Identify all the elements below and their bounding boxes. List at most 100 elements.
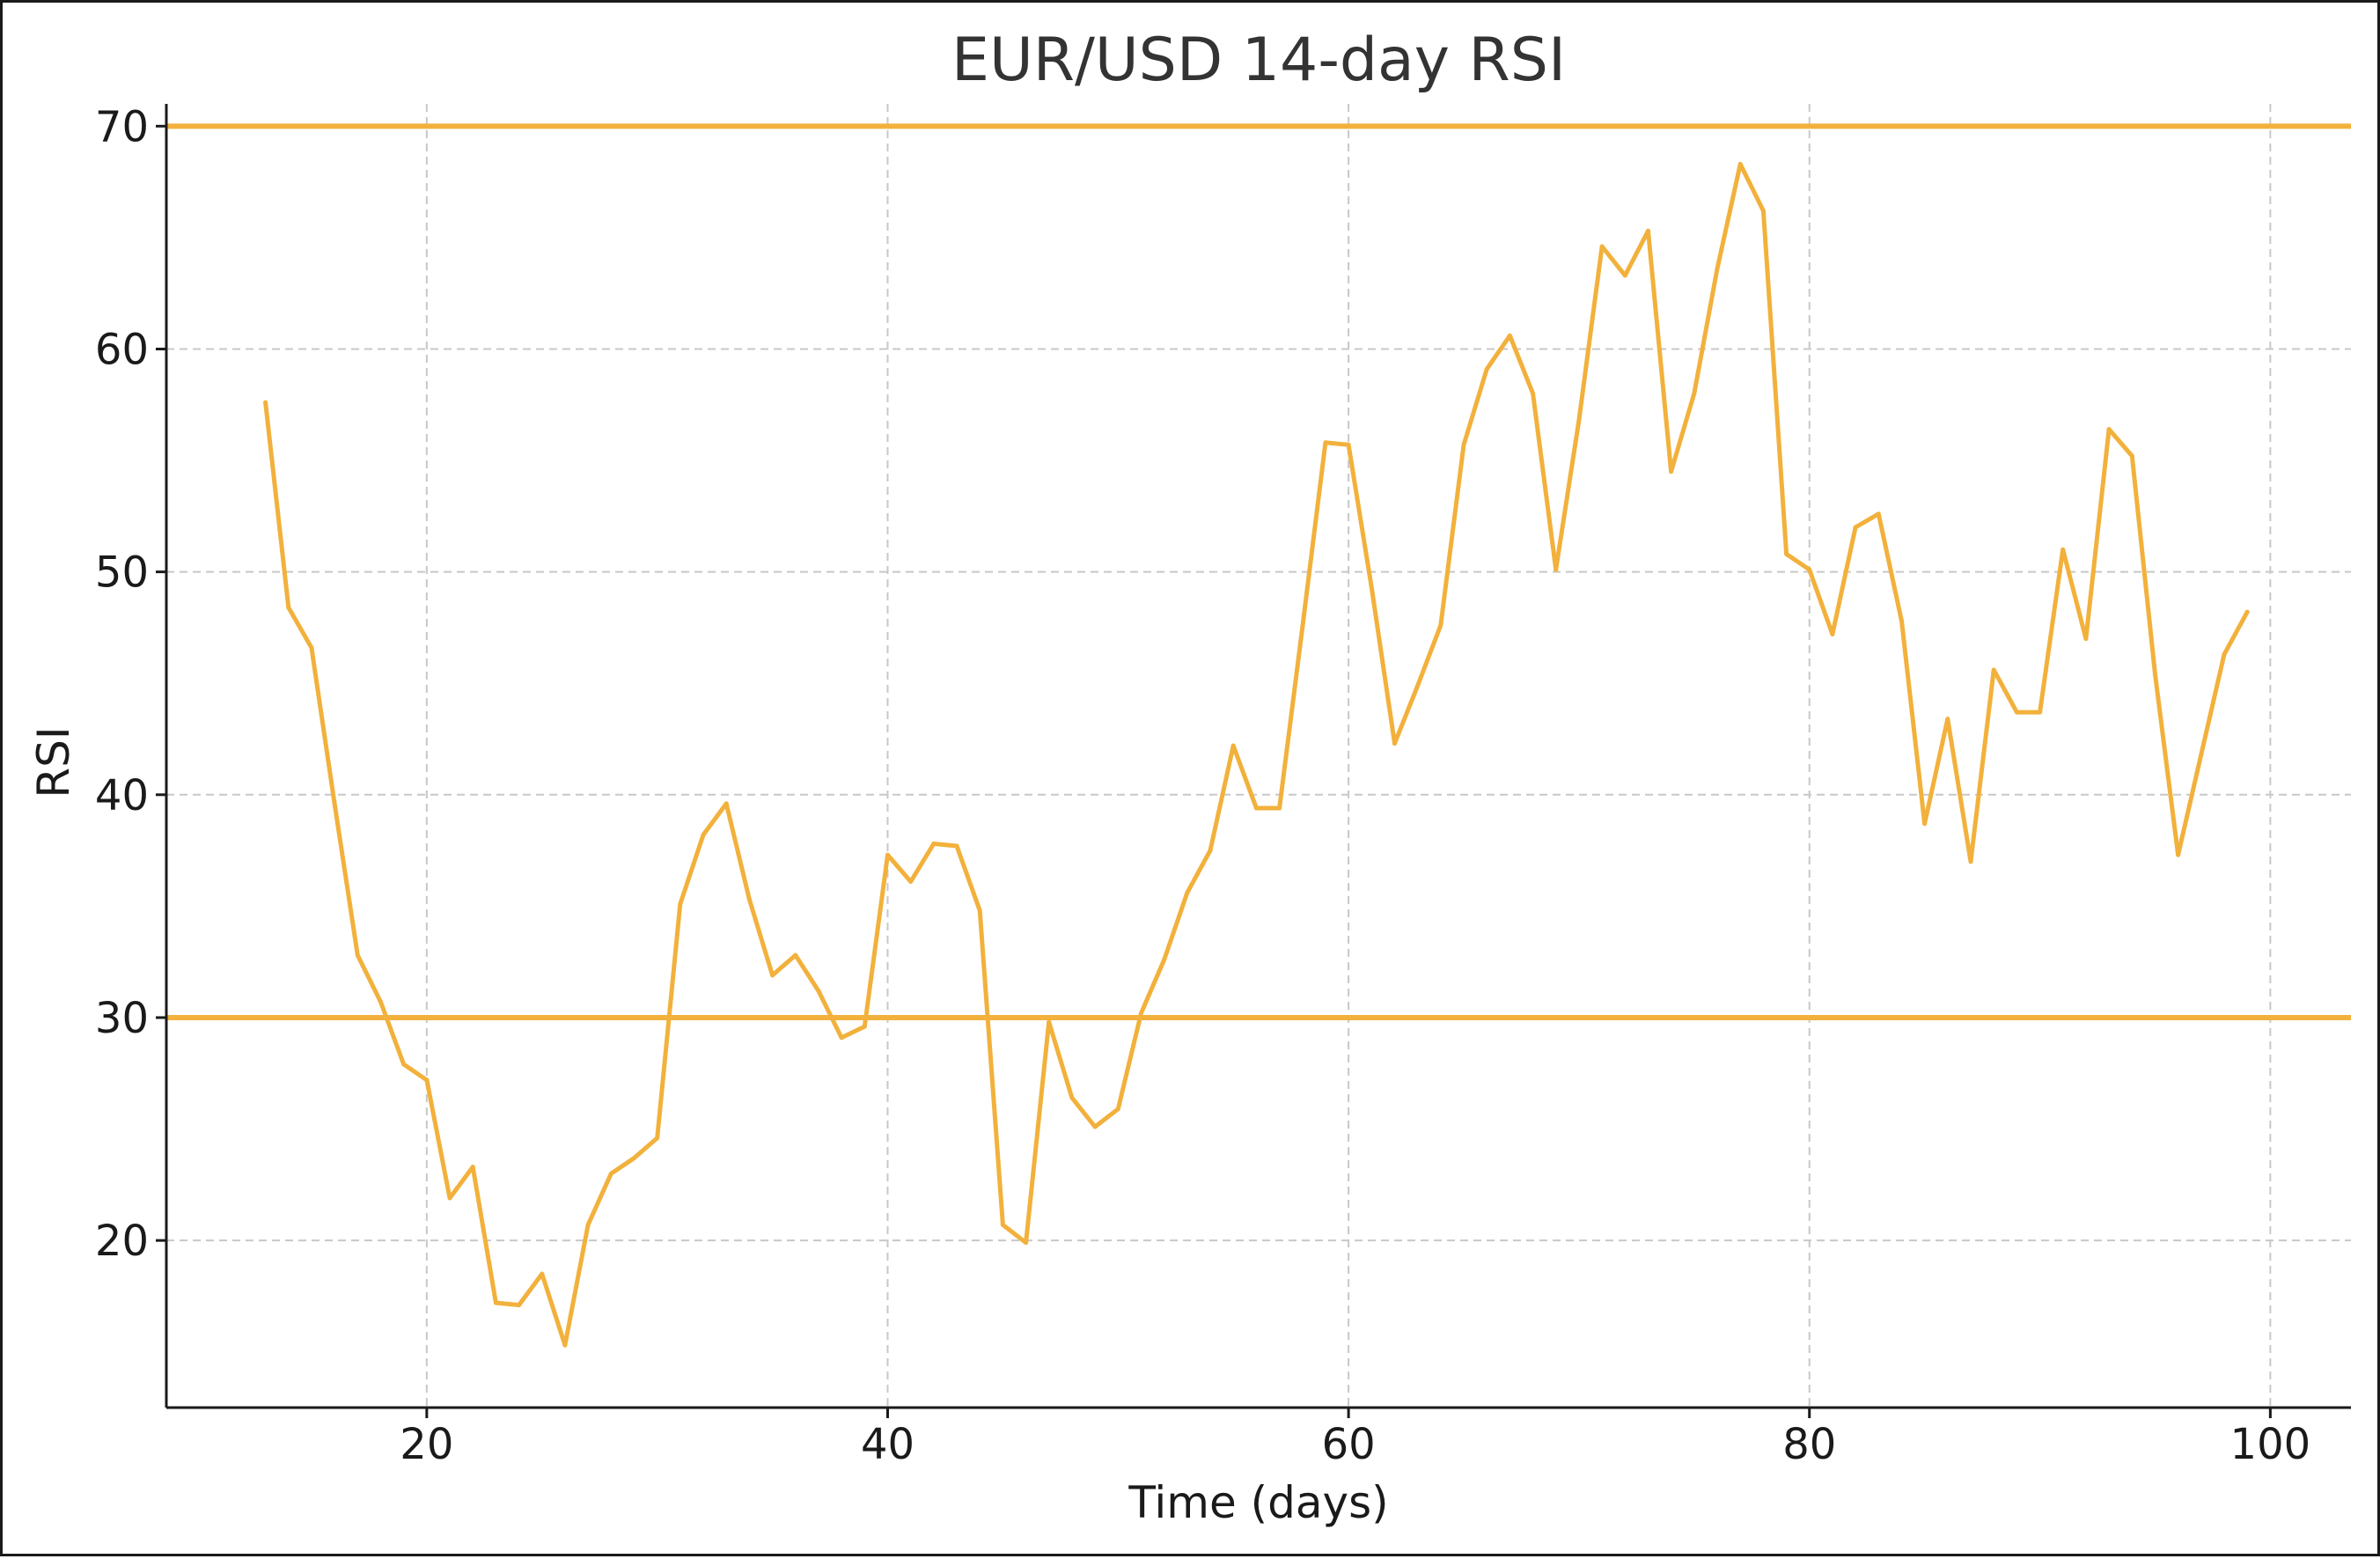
rsi-data-point: [678, 901, 683, 907]
rsi-data-point: [1000, 1222, 1005, 1227]
rsi-data-point: [2222, 651, 2227, 657]
x-tick-label: 40: [861, 1420, 915, 1469]
y-tick-label: 60: [95, 325, 149, 374]
rsi-data-point: [1830, 632, 1835, 637]
rsi-data-point: [447, 1195, 452, 1201]
x-tick-label: 80: [1782, 1420, 1836, 1469]
rsi-data-point: [746, 897, 752, 902]
chart-title: EUR/USD 14-day RSI: [951, 26, 1566, 95]
rsi-data-point: [1369, 585, 1374, 590]
rsi-data-point: [1115, 1107, 1120, 1112]
rsi-data-point: [1415, 683, 1421, 688]
rsi-data-point: [540, 1271, 545, 1276]
rsi-data-point: [1162, 957, 1167, 962]
rsi-data-point: [1876, 511, 1881, 517]
rsi-data-point: [263, 400, 268, 405]
rsi-data-point: [770, 973, 775, 978]
rsi-data-point: [1692, 391, 1697, 396]
rsi-data-point: [1277, 805, 1282, 811]
rsi-data-point: [562, 1342, 568, 1348]
reference-lines: [166, 123, 2351, 1020]
rsi-data-point: [493, 1300, 498, 1305]
rsi-data-point: [1185, 890, 1190, 895]
rsi-data-point: [2014, 710, 2019, 715]
rsi-data-point: [1138, 1011, 1143, 1016]
rsi-series-line: [263, 161, 2250, 1348]
rsi-data-point: [977, 908, 982, 913]
rsi-data-point: [1669, 469, 1674, 474]
rsi-data-point: [1991, 667, 1996, 673]
rsi-data-point: [2152, 672, 2157, 677]
rsi-data-point: [1715, 266, 1720, 271]
x-tick-label: 60: [1322, 1420, 1376, 1469]
y-tick-label: 50: [95, 548, 149, 598]
rsi-data-point: [1968, 859, 1973, 864]
rsi-data-point: [1507, 333, 1512, 338]
rsi-data-point: [401, 1062, 407, 1067]
rsi-data-point: [1392, 741, 1397, 746]
rsi-data-point: [631, 1155, 636, 1160]
rsi-data-point: [2106, 427, 2112, 432]
rsi-data-point: [724, 801, 729, 806]
rsi-data-point: [1853, 525, 1858, 530]
y-tick-label: 30: [95, 994, 149, 1043]
rsi-data-point: [1092, 1124, 1098, 1129]
rsi-data-point: [931, 841, 937, 846]
axes: [156, 104, 2351, 1418]
x-tick-label: 100: [2230, 1420, 2311, 1469]
rsi-data-point: [286, 605, 291, 610]
y-tick-label: 20: [95, 1217, 149, 1266]
rsi-data-point: [908, 879, 914, 885]
rsi-data-point: [1622, 273, 1627, 278]
rsi-data-point: [1300, 625, 1305, 630]
rsi-data-point: [793, 952, 798, 958]
rsi-data-point: [1899, 618, 1904, 623]
rsi-data-point: [1760, 209, 1766, 214]
rsi-data-point: [1253, 805, 1259, 811]
rsi-data-point: [1645, 228, 1650, 233]
rsi-data-point: [309, 645, 314, 651]
rsi-data-point: [332, 801, 337, 806]
rsi-data-point: [1945, 717, 1950, 722]
rsi-data-point: [862, 1024, 867, 1029]
rsi-data-point: [1069, 1095, 1075, 1100]
rsi-data-point: [2176, 852, 2181, 857]
rsi-data-point: [585, 1222, 591, 1227]
x-tick-label: 20: [400, 1420, 453, 1469]
rsi-data-point: [355, 952, 360, 958]
y-axis-label: RSI: [28, 726, 79, 798]
rsi-data-point: [608, 1171, 613, 1176]
rsi-data-point: [655, 1136, 660, 1141]
rsi-data-point: [2060, 547, 2066, 552]
rsi-data-point: [954, 843, 959, 849]
rsi-data-point: [424, 1077, 430, 1083]
rsi-data-point: [2038, 710, 2043, 715]
rsi-data-point: [2129, 453, 2134, 459]
rsi-data-point: [1461, 442, 1466, 447]
rsi-data-point: [1554, 567, 1559, 572]
rsi-data-point: [1737, 161, 1743, 166]
rsi-data-point: [839, 1035, 844, 1041]
rsi-data-point: [1438, 622, 1443, 628]
rsi-data-point: [470, 1165, 475, 1170]
rsi-data-point: [1346, 442, 1351, 447]
rsi-data-point: [1807, 567, 1812, 572]
rsi-chart: EUR/USD 14-day RSI 20 40 60 80 100 20 30 40 50 60…: [28, 26, 2351, 1528]
rsi-data-point: [816, 989, 821, 994]
rsi-data-point: [1576, 417, 1582, 423]
rsi-data-point: [378, 999, 383, 1004]
x-axis-label: Time (days): [1128, 1477, 1388, 1528]
rsi-data-point: [1047, 1019, 1052, 1025]
rsi-data-point: [1784, 551, 1789, 556]
rsi-data-point: [701, 832, 706, 837]
rsi-data-point: [1323, 440, 1328, 445]
rsi-data-point: [885, 852, 890, 857]
rsi-data-point: [1208, 848, 1213, 853]
rsi-data-point: [517, 1303, 522, 1308]
rsi-data-point: [1599, 244, 1605, 249]
rsi-data-point: [1230, 743, 1236, 748]
grid-lines: [166, 104, 2351, 1408]
rsi-data-point: [1531, 391, 1536, 396]
rsi-data-point: [2244, 609, 2250, 614]
